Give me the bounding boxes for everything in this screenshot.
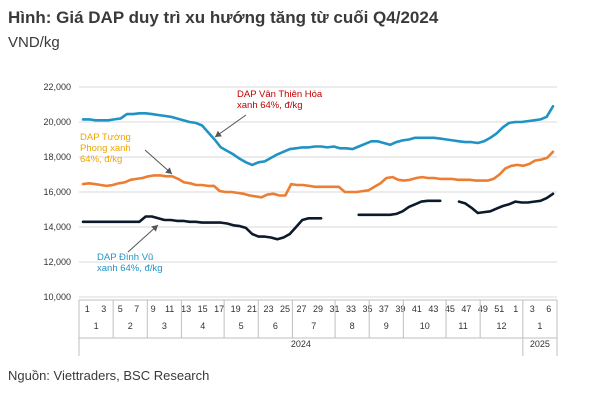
month-label: 8 — [350, 321, 355, 331]
series-line-1 — [81, 105, 555, 167]
y-axis-ticks: 10,000 12,000 14,000 16,000 18,000 20,000 22,0… — [43, 82, 71, 302]
month-label: 6 — [273, 321, 278, 331]
x-tick-label: 43 — [428, 304, 438, 314]
y-tick-label: 16,000 — [43, 187, 71, 197]
year-label: 2024 — [291, 339, 311, 349]
x-tick-label: 21 — [247, 304, 257, 314]
month-label: 4 — [200, 321, 205, 331]
x-tick-label: 27 — [297, 304, 307, 314]
annotation-label-3: DAP Đình Vũ xanh 64%, đ/kg — [97, 252, 163, 274]
month-label: 9 — [384, 321, 389, 331]
month-label: 2 — [128, 321, 133, 331]
month-label: 5 — [239, 321, 244, 331]
y-tick-label: 22,000 — [43, 82, 71, 92]
x-tick-label: 3 — [530, 304, 535, 314]
annotation-label-1: DAP Vân Thiên Hóa xanh 64%, đ/kg — [237, 89, 323, 111]
series-line-2 — [81, 150, 555, 199]
annotation-arrowhead — [215, 130, 222, 137]
x-tick-label: 49 — [478, 304, 488, 314]
x-tick-label: 19 — [231, 304, 241, 314]
x-tick-label: 51 — [494, 304, 504, 314]
x-tick-label: 3 — [101, 304, 106, 314]
month-label: 3 — [162, 321, 167, 331]
month-label: 7 — [311, 321, 316, 331]
x-tick-label: 45 — [445, 304, 455, 314]
x-tick-label: 1 — [513, 304, 518, 314]
annotations: DAP Vân Thiên Hóa xanh 64%, đ/kg DAP Tường… — [80, 89, 323, 274]
month-label: 12 — [497, 321, 507, 331]
y-tick-label: 18,000 — [43, 152, 71, 162]
y-tick-label: 14,000 — [43, 222, 71, 232]
y-tick-label: 10,000 — [43, 292, 71, 302]
month-label: 1 — [537, 321, 542, 331]
annotation-arrow — [127, 224, 159, 253]
x-tick-label: 25 — [280, 304, 290, 314]
x-tick-label: 23 — [264, 304, 274, 314]
x-tick-label: 39 — [395, 304, 405, 314]
x-tick-label: 41 — [412, 304, 422, 314]
x-tick-label: 29 — [313, 304, 323, 314]
x-tick-label: 13 — [181, 304, 191, 314]
gridlines — [79, 86, 557, 298]
x-tick-label: 17 — [214, 304, 224, 314]
x-axis: 1 3 5 7 9 11 13 15 17 19 21 23 25 27 29 31 33 35 37 39 41 43 4… — [78, 299, 558, 356]
month-label: 11 — [458, 321, 467, 331]
month-label: 10 — [420, 321, 430, 331]
x-tick-label: 1 — [85, 304, 90, 314]
year-label: 2025 — [530, 339, 550, 349]
annotation-label-2: DAP Tường Phong xanh 64%, đ/kg — [80, 132, 131, 165]
x-tick-label: 35 — [362, 304, 372, 314]
chart-title: Hình: Giá DAP duy trì xu hướng tăng từ c… — [8, 8, 439, 27]
series-line-3 — [81, 192, 555, 241]
annotation-arrowhead — [151, 225, 158, 232]
y-tick-label: 20,000 — [43, 117, 71, 127]
unit-label: VND/kg — [8, 34, 60, 51]
source-note: Nguồn: Viettraders, BSC Research — [8, 368, 210, 383]
x-tick-label: 31 — [329, 304, 339, 314]
y-tick-label: 12,000 — [43, 257, 71, 267]
annotation-arrowhead — [165, 167, 172, 174]
annotation-arrow — [214, 114, 247, 138]
x-tick-label: 6 — [546, 304, 551, 314]
x-tick-label: 11 — [165, 304, 174, 314]
month-label: 1 — [94, 321, 99, 331]
x-tick-label: 47 — [461, 304, 471, 314]
x-tick-label: 9 — [151, 304, 156, 314]
series-lines — [81, 105, 555, 241]
x-tick-label: 33 — [346, 304, 356, 314]
x-tick-label: 15 — [198, 304, 208, 314]
x-tick-label: 37 — [379, 304, 389, 314]
x-tick-label: 5 — [118, 304, 123, 314]
x-tick-label: 7 — [134, 304, 139, 314]
